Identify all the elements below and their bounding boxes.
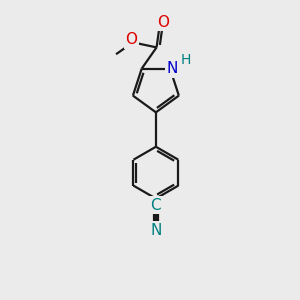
Text: N: N	[167, 61, 178, 76]
Text: C: C	[151, 198, 161, 213]
Text: N: N	[150, 223, 162, 238]
Text: H: H	[181, 53, 191, 68]
Text: O: O	[125, 32, 137, 47]
Text: O: O	[157, 14, 169, 29]
